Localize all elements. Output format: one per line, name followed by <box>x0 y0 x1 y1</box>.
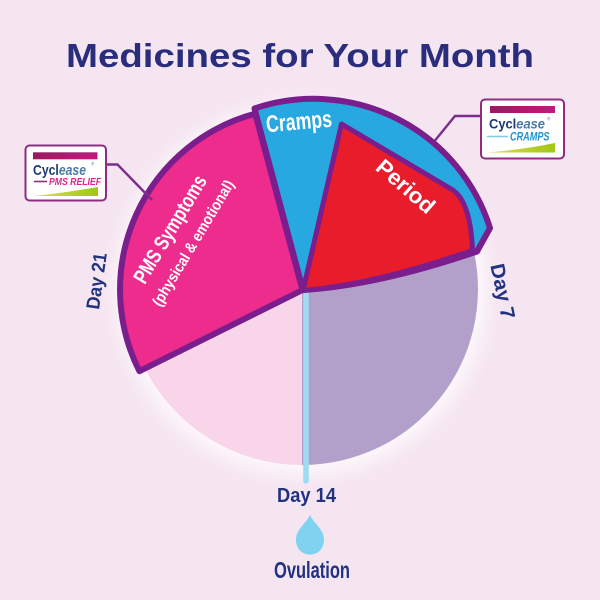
svg-text:Cyclease: Cyclease <box>489 116 545 132</box>
svg-text:Cramps: Cramps <box>265 106 333 139</box>
svg-text:®: ® <box>91 161 95 167</box>
svg-text:Ovulation: Ovulation <box>274 557 350 583</box>
svg-text:CRAMPS: CRAMPS <box>510 129 550 143</box>
svg-text:PMS RELIEF: PMS RELIEF <box>49 177 102 188</box>
svg-text:Cyclease: Cyclease <box>33 162 86 179</box>
svg-text:Day 14: Day 14 <box>277 485 337 507</box>
svg-text:®: ® <box>547 116 551 122</box>
svg-text:Medicines for Your Month: Medicines for Your Month <box>66 37 534 74</box>
